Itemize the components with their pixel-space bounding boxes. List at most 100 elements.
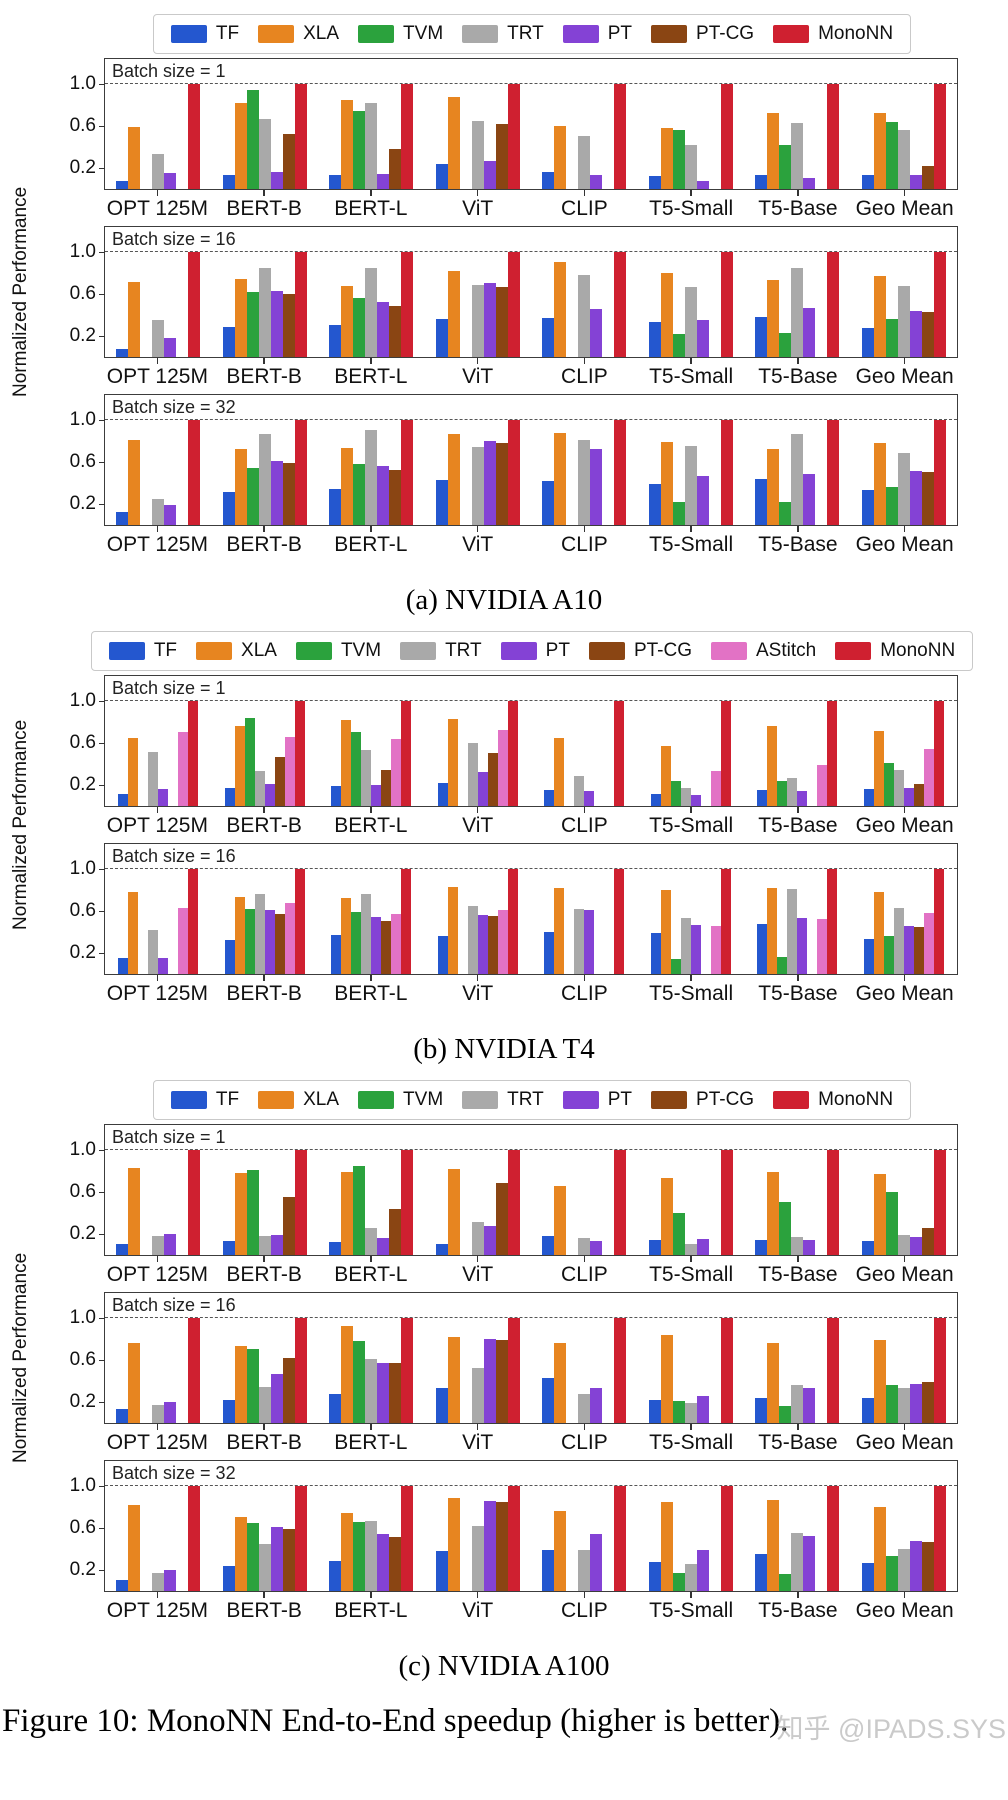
bar-xla [660, 273, 673, 357]
bar-group-t5-small [638, 59, 745, 189]
bar-tvm [670, 781, 681, 806]
bar-pt-cg [495, 287, 508, 357]
chart-rows: Normalized Performance Batch size = 1 0.2 0… [10, 58, 958, 562]
bar-mononn [188, 869, 199, 974]
bar-mononn [188, 1486, 201, 1591]
x-tick-label: T5-Small [649, 814, 734, 837]
bar-pt [590, 175, 603, 189]
legend-item-pt-cg: PT-CG [588, 640, 692, 662]
bar-tvm [885, 319, 898, 357]
bar-trt [148, 752, 159, 806]
legend-label: AStitch [756, 640, 817, 661]
y-tick-label: 1.0 [69, 1307, 96, 1328]
bar-trt [684, 1564, 697, 1591]
bar-pt [797, 918, 808, 974]
x-axis-labels: OPT 125M BERT-B BERT-L ViT CLIP T5-Small T5-Ba… [104, 1592, 958, 1628]
x-tick-cell: OPT 125M [104, 526, 211, 562]
x-tick-cell: BERT-B [211, 807, 318, 843]
bar-xla [873, 1340, 886, 1423]
x-tick-cell: OPT 125M [104, 1256, 211, 1292]
bar-groups [105, 59, 957, 189]
bar-group-bert-l [318, 59, 425, 189]
bar-group-t5-base [744, 676, 851, 806]
bar-mononn [720, 869, 731, 974]
bar-xla [554, 1343, 567, 1423]
bar-tf [648, 322, 661, 357]
bar-pt [164, 1402, 177, 1423]
bar-tvm [779, 1406, 792, 1423]
bar-group-geo-mean [851, 1293, 958, 1423]
bar-tvm [885, 122, 898, 189]
bar-group-opt-125m [105, 59, 212, 189]
bar-pt [909, 1384, 922, 1423]
x-tick-mark [476, 1256, 479, 1262]
bar-trt [471, 285, 484, 357]
y-tick-label: 0.2 [69, 942, 96, 963]
x-tick-label: BERT-B [226, 1263, 302, 1286]
bar-xla [234, 726, 245, 806]
bar-groups [105, 1125, 957, 1255]
bar-tf [861, 1563, 874, 1591]
x-tick-cell: ViT [424, 358, 531, 394]
bar-astitch [178, 908, 189, 974]
legend-swatch-icon [258, 25, 295, 43]
x-tick-cell: BERT-L [318, 358, 425, 394]
x-axis-labels: OPT 125M BERT-B BERT-L ViT CLIP T5-Small T5-Ba… [104, 526, 958, 562]
legend-swatch-icon [711, 642, 747, 660]
bar-mononn [294, 869, 305, 974]
bar-astitch [710, 771, 721, 806]
x-tick-label: Geo Mean [855, 1599, 954, 1622]
bar-trt [787, 778, 798, 806]
bar-pt [696, 1550, 709, 1591]
bar-trt [578, 1550, 591, 1591]
x-tick-label: BERT-L [334, 1263, 408, 1286]
legend-item-pt: PT [500, 640, 570, 662]
subfigure-caption: (c) NVIDIA A100 [398, 1650, 610, 1682]
bar-xla [234, 1517, 247, 1591]
bar-trt [471, 1222, 484, 1255]
x-tick-label: BERT-B [226, 1431, 302, 1454]
bar-pt-cg [921, 1542, 934, 1591]
x-tick-cell: T5-Small [638, 1256, 745, 1292]
bar-group-t5-small [638, 844, 745, 974]
legend-swatch-icon [773, 1091, 810, 1109]
x-tick-label: T5-Base [758, 1263, 838, 1286]
legend: TF XLA TVM TRT PT PT-CG MonoNN [152, 1080, 912, 1120]
x-tick-mark [476, 807, 479, 813]
bar-mononn [827, 869, 838, 974]
y-tick-mark [99, 504, 105, 505]
bar-xla [341, 1326, 354, 1423]
x-tick-label: BERT-B [226, 533, 302, 556]
x-tick-label: CLIP [561, 814, 608, 837]
bar-group-bert-l [318, 227, 425, 357]
bar-xla [128, 1505, 141, 1591]
bar-astitch [497, 730, 508, 806]
bar-pt [590, 309, 603, 357]
x-tick-cell: CLIP [531, 1256, 638, 1292]
bar-mononn [401, 420, 414, 525]
bar-pt [803, 1240, 816, 1255]
bar-trt [152, 1405, 165, 1423]
x-axis-labels: OPT 125M BERT-B BERT-L ViT CLIP T5-Small T5-Ba… [104, 807, 958, 843]
bar-xla [128, 1168, 141, 1255]
x-tick-label: ViT [462, 1599, 494, 1622]
bar-xla [660, 442, 673, 525]
bar-xla [447, 1337, 460, 1423]
bar-xla [447, 97, 460, 189]
y-tick-label: 0.6 [69, 451, 96, 472]
bar-tvm [244, 909, 255, 974]
bar-tf [116, 181, 129, 189]
y-tick-label: 1.0 [69, 241, 96, 262]
bar-xla [873, 276, 886, 357]
bar-group-bert-l [318, 395, 425, 525]
x-tick-label: BERT-B [226, 197, 302, 220]
legend-swatch-icon [651, 25, 688, 43]
x-axis-labels: OPT 125M BERT-B BERT-L ViT CLIP T5-Small T5-Ba… [104, 190, 958, 226]
x-tick-cell: ViT [424, 975, 531, 1011]
x-tick-cell: T5-Base [745, 1424, 852, 1460]
reference-line-1.0 [105, 251, 957, 252]
bar-tf [542, 1378, 555, 1423]
bar-pt-cg [913, 927, 924, 974]
x-tick-mark [797, 1424, 799, 1430]
bar-group-opt-125m [105, 227, 212, 357]
